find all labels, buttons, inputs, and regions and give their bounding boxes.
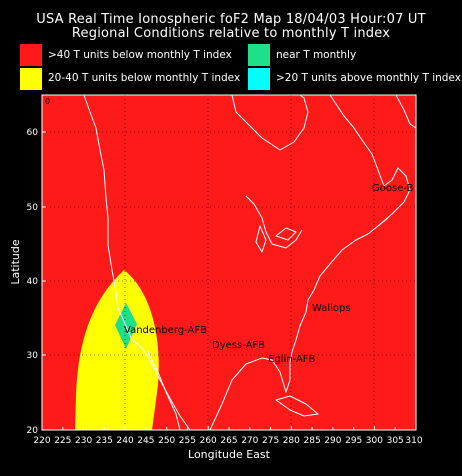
x-tick-label: 255: [179, 436, 196, 446]
x-tick-label: 225: [54, 436, 71, 446]
y-tick-labels: 60 50 40 30 20: [27, 128, 39, 436]
station-eglin-afb: Eglin-AFB: [268, 354, 316, 365]
x-tick-label: 300: [366, 436, 383, 446]
legend-label-yellow: 20-40 T units below monthly T index: [48, 72, 241, 84]
station-goose-b: Goose-B: [372, 183, 414, 194]
x-tick-label: 290: [324, 436, 341, 446]
yellow-region: [75, 270, 159, 430]
y-tick-label: 30: [27, 351, 39, 361]
corner-label: 0: [45, 97, 50, 106]
legend-swatch-green: [248, 44, 270, 66]
x-tick-label: 280: [283, 436, 300, 446]
axis-ticks: [41, 131, 417, 430]
x-tick-label: 220: [33, 436, 50, 446]
y-tick-label: 50: [27, 203, 39, 213]
y-axis-title: Latitude: [9, 239, 22, 285]
x-tick-label: 240: [117, 436, 134, 446]
y-tick-label: 40: [27, 277, 39, 287]
x-tick-label: 260: [200, 436, 217, 446]
x-tick-label: 230: [75, 436, 92, 446]
legend-swatch-yellow: [20, 68, 42, 90]
x-tick-label: 235: [96, 436, 113, 446]
legend-label-red: >40 T units below monthly T index: [48, 49, 232, 61]
x-tick-label: 295: [345, 436, 362, 446]
x-tick-label: 250: [158, 436, 175, 446]
legend-swatch-cyan: [248, 68, 270, 90]
x-tick-label: 265: [220, 436, 237, 446]
x-tick-label: 285: [304, 436, 321, 446]
station-vandenberg-afb: Vandenberg-AFB: [124, 325, 207, 336]
map-subtitle: Regional Conditions relative to monthly …: [71, 26, 391, 41]
x-axis-title: Longitude East: [188, 448, 271, 461]
x-tick-label: 310: [405, 436, 422, 446]
x-tick-label: 270: [241, 436, 258, 446]
x-tick-label: 245: [137, 436, 154, 446]
legend-label-cyan: >20 T units above monthly T index: [276, 72, 461, 84]
map-title: USA Real Time Ionospheric foF2 Map 18/04…: [36, 12, 426, 27]
x-tick-labels: 220 225 230 235 240 245 250 255 260 265 …: [33, 436, 422, 446]
station-wallops: Wallops: [312, 303, 351, 314]
y-tick-label: 20: [27, 426, 39, 436]
x-tick-label: 305: [387, 436, 404, 446]
x-tick-label: 275: [262, 436, 279, 446]
legend-swatch-red: [20, 44, 42, 66]
y-tick-label: 60: [27, 128, 39, 138]
station-dyess-afb: Dyess-AFB: [212, 340, 265, 351]
coastlines: [83, 95, 416, 430]
legend-label-green: near T monthly: [276, 49, 357, 61]
